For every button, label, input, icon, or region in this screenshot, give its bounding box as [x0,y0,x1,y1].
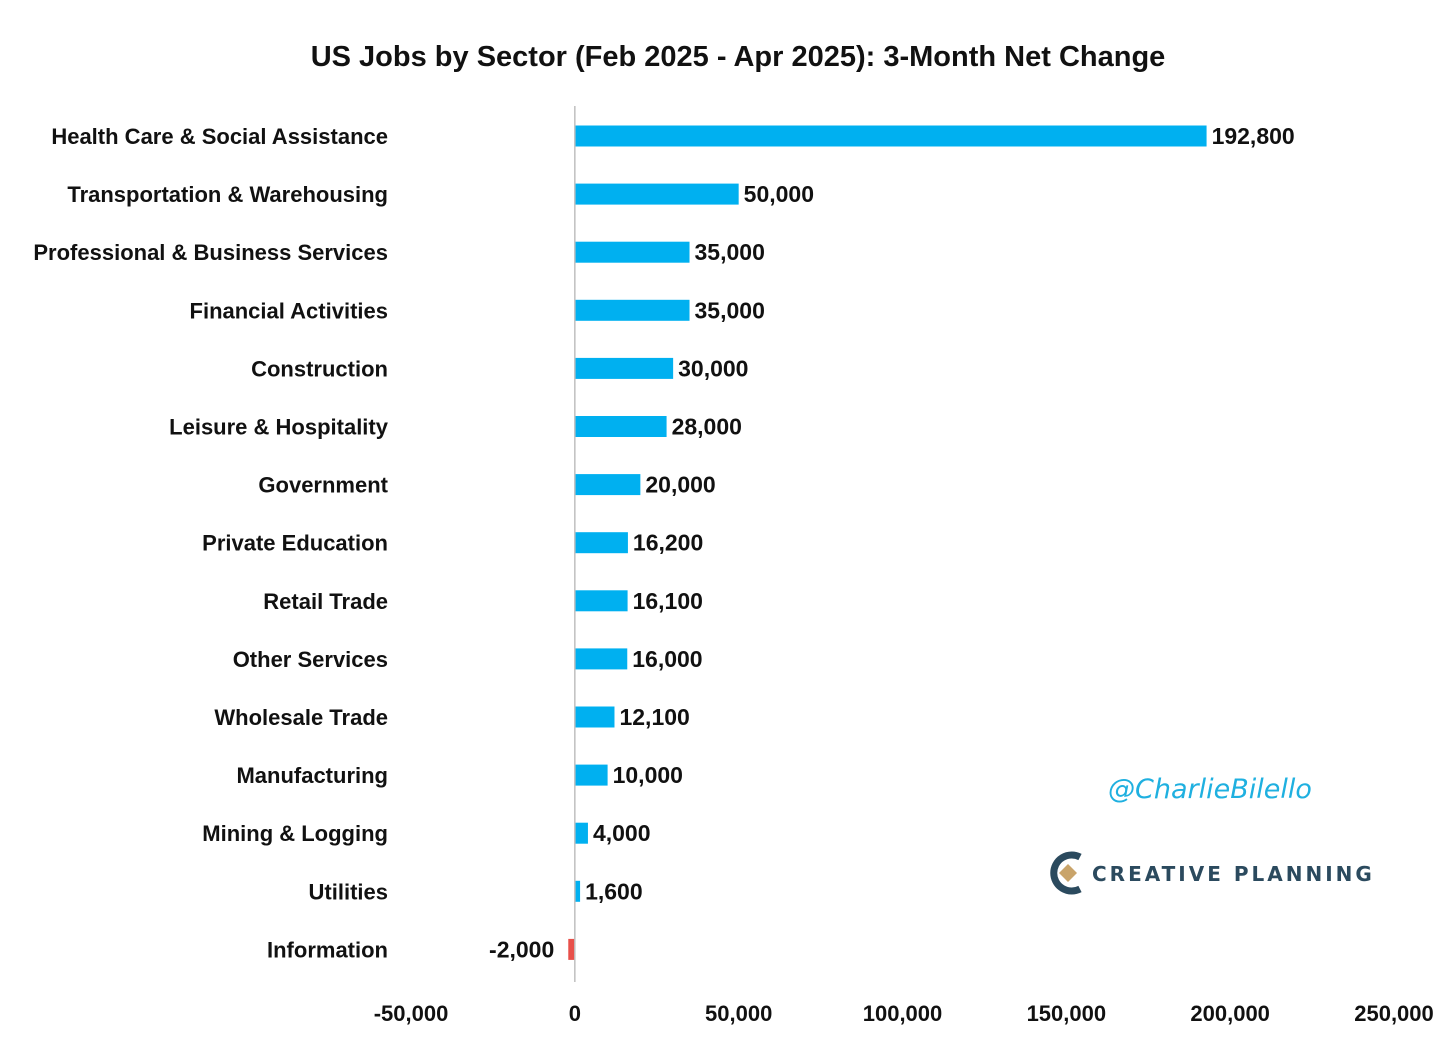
bar [574,590,628,612]
x-tick-label: 250,000 [1354,1001,1434,1026]
bar [574,648,628,670]
data-label: 28,000 [672,414,742,440]
bar [574,822,588,844]
category-label: Construction [251,356,388,381]
bar [574,125,1207,147]
x-tick-labels-group: -50,000 0 50,000 100,000 150,000 200,000 250,0… [374,1001,1434,1026]
bar [574,241,690,263]
chart-title: US Jobs by Sector (Feb 2025 - Apr 2025):… [311,41,1166,73]
bar [574,357,674,379]
data-label: 35,000 [695,297,765,323]
x-tick-label: 50,000 [705,1001,772,1026]
category-label: Mining & Logging [202,821,388,846]
bars-group [568,125,1207,960]
watermark-handle: @CharlieBilello [1108,774,1312,805]
watermark-brand: CREATIVE PLANNING [1092,862,1375,886]
bar [574,299,690,321]
bar [574,532,628,554]
category-label: Financial Activities [190,298,388,323]
value-labels-group: 192,800 50,000 35,000 35,000 30,000 28,000 20,… [489,123,1295,962]
x-tick-label: 0 [569,1001,581,1026]
category-label: Leisure & Hospitality [169,415,389,440]
data-label: 16,200 [633,530,703,556]
x-tick-label: 200,000 [1190,1001,1270,1026]
category-label: Utilities [309,879,388,904]
category-labels-group: Health Care & Social Assistance Transport… [33,124,388,962]
bar [574,416,667,437]
data-label: 50,000 [744,181,814,207]
bar [574,764,608,786]
bar [574,706,615,728]
x-tick-label: 100,000 [863,1001,943,1026]
brand-logo: CREATIVE PLANNING [1050,851,1375,895]
bar [568,938,575,960]
category-label: Government [258,473,388,498]
data-label: 16,100 [633,588,703,614]
data-label: 35,000 [695,239,765,265]
data-label: 20,000 [645,472,715,498]
data-label: -2,000 [489,936,554,962]
creative-planning-logo-icon [1050,851,1082,895]
data-label: 4,000 [593,820,651,846]
data-label: 1,600 [585,878,643,904]
category-label: Wholesale Trade [214,705,388,730]
category-label: Professional & Business Services [33,240,388,265]
bar [574,474,641,496]
category-label: Manufacturing [236,763,388,788]
bar [574,183,739,205]
category-label: Health Care & Social Assistance [51,124,388,149]
category-label: Retail Trade [263,589,388,614]
data-label: 16,000 [632,646,702,672]
category-label: Other Services [233,647,388,672]
data-label: 12,100 [619,704,689,730]
category-label: Information [267,937,388,962]
data-label: 192,800 [1212,123,1295,149]
bar [574,880,581,902]
data-label: 10,000 [613,762,683,788]
data-label: 30,000 [678,355,748,381]
x-tick-label: 150,000 [1027,1001,1107,1026]
x-tick-label: -50,000 [374,1001,449,1026]
category-label: Transportation & Warehousing [67,182,388,207]
category-label: Private Education [202,531,388,556]
